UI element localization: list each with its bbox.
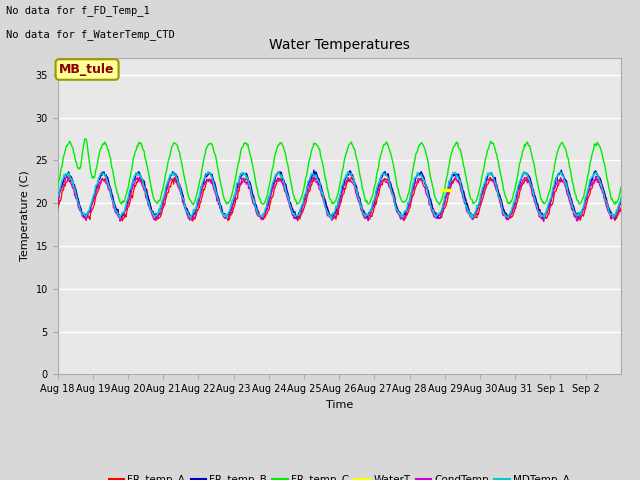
Text: No data for f_WaterTemp_CTD: No data for f_WaterTemp_CTD xyxy=(6,29,175,40)
Text: MB_tule: MB_tule xyxy=(60,63,115,76)
Text: No data for f_FD_Temp_1: No data for f_FD_Temp_1 xyxy=(6,5,150,16)
Title: Water Temperatures: Water Temperatures xyxy=(269,38,410,52)
Legend: FR_temp_A, FR_temp_B, FR_temp_C, WaterT, CondTemp, MDTemp_A: FR_temp_A, FR_temp_B, FR_temp_C, WaterT,… xyxy=(104,470,574,480)
X-axis label: Time: Time xyxy=(326,400,353,409)
Y-axis label: Temperature (C): Temperature (C) xyxy=(20,170,30,262)
